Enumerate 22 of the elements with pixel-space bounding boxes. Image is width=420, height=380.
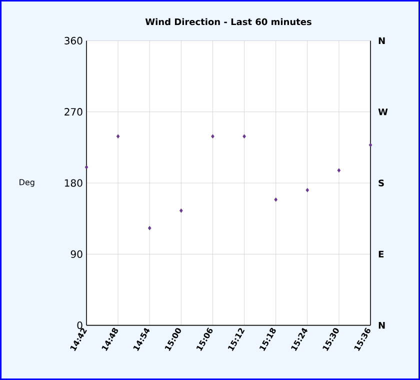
y-tick-label: 270: [64, 108, 82, 116]
text: N: [378, 322, 385, 329]
text: N: [378, 37, 385, 44]
y-axis-title: Deg: [20, 179, 34, 187]
point: [116, 134, 120, 139]
point: [180, 208, 183, 213]
text: W: [378, 108, 388, 116]
point: [337, 168, 341, 172]
point: [306, 188, 310, 192]
point: [211, 134, 214, 139]
point: [242, 134, 246, 139]
point: [84, 165, 88, 170]
point: [274, 197, 278, 202]
chart-title: Wind Direction - Last 60 minutes: [145, 18, 312, 26]
y-tick-label: 0: [77, 322, 82, 330]
y-tick-label: 90: [70, 250, 82, 258]
text: S: [378, 180, 384, 186]
y-tick-label: 360: [64, 36, 82, 44]
point: [148, 226, 152, 230]
point: [368, 142, 372, 148]
text: E: [378, 250, 384, 258]
y-tick-label: 180: [64, 179, 82, 187]
